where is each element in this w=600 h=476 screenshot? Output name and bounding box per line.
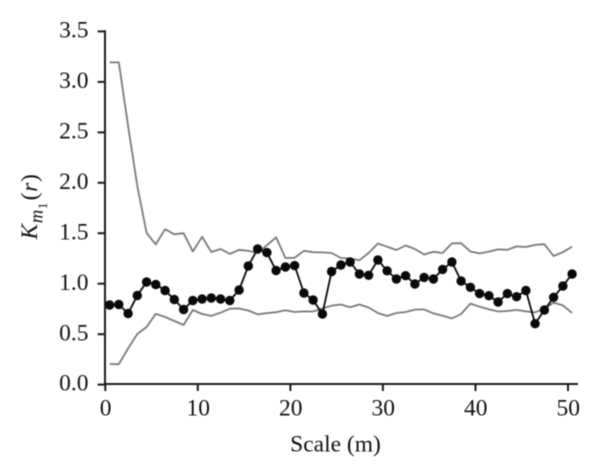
svg-text:1.0: 1.0 — [59, 270, 88, 296]
svg-text:0.5: 0.5 — [59, 320, 88, 346]
svg-text:10: 10 — [186, 395, 210, 421]
svg-text:2.5: 2.5 — [59, 119, 88, 145]
svg-text:30: 30 — [371, 395, 395, 421]
svg-text:Km1(r): Km1(r) — [17, 173, 50, 240]
svg-text:40: 40 — [464, 395, 488, 421]
svg-text:3.0: 3.0 — [59, 68, 88, 94]
svg-text:0: 0 — [100, 395, 112, 421]
svg-text:2.0: 2.0 — [59, 169, 88, 195]
svg-text:20: 20 — [279, 395, 303, 421]
svg-text:50: 50 — [557, 395, 581, 421]
svg-text:3.5: 3.5 — [59, 18, 88, 44]
svg-text:Scale (m): Scale (m) — [290, 431, 381, 457]
svg-text:1.5: 1.5 — [59, 219, 88, 245]
svg-text:0.0: 0.0 — [59, 371, 88, 397]
